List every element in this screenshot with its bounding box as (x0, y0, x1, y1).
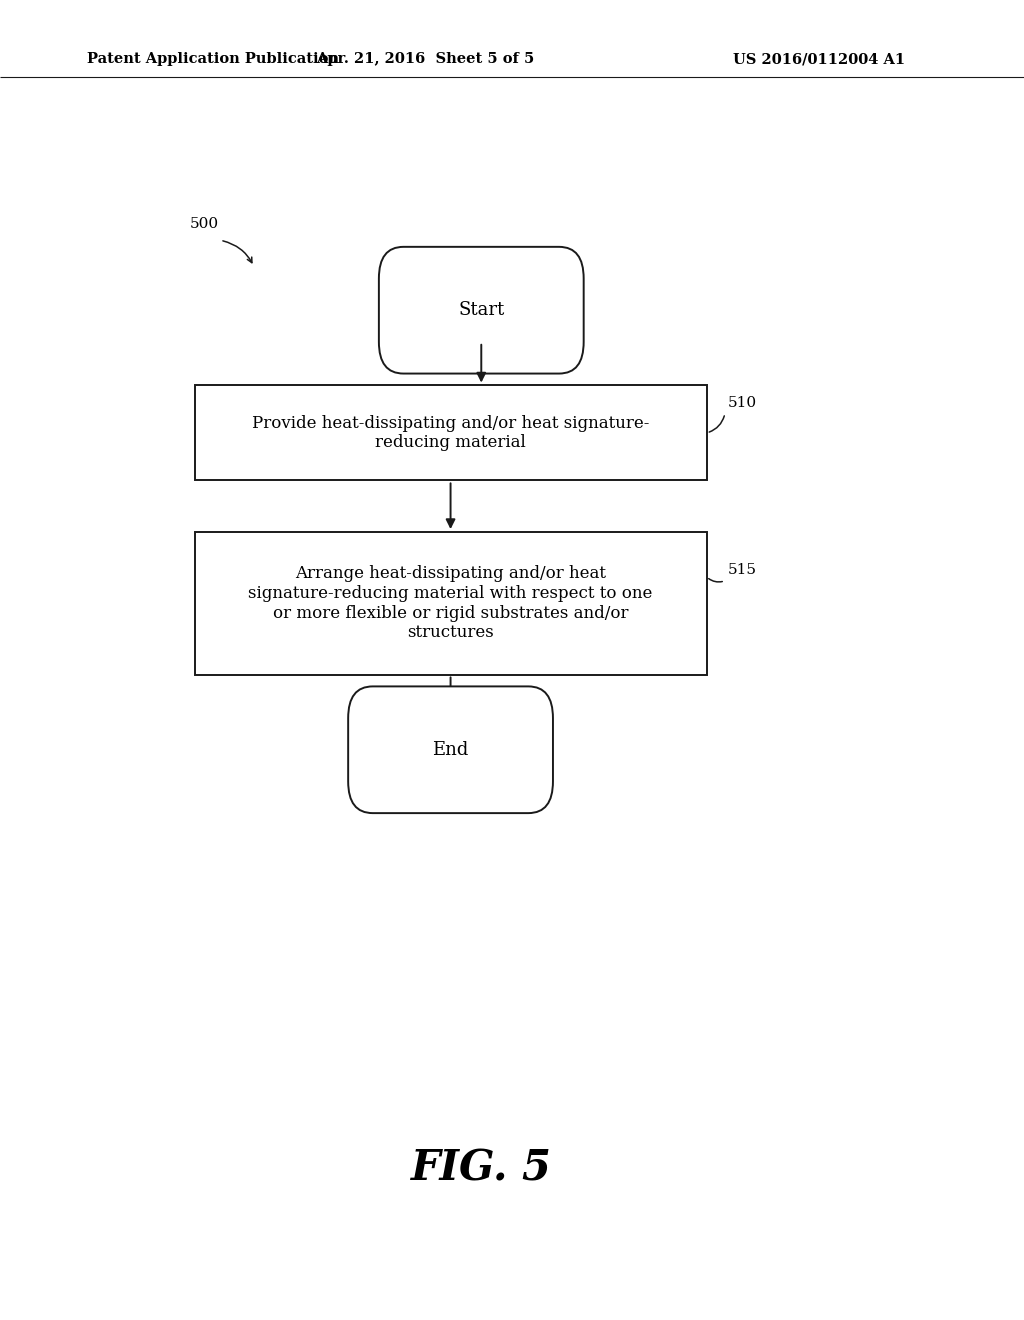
Text: FIG. 5: FIG. 5 (411, 1147, 552, 1189)
FancyBboxPatch shape (348, 686, 553, 813)
Text: Provide heat-dissipating and/or heat signature-
reducing material: Provide heat-dissipating and/or heat sig… (252, 414, 649, 451)
Text: 515: 515 (728, 564, 757, 577)
Text: Start: Start (458, 301, 505, 319)
Text: US 2016/0112004 A1: US 2016/0112004 A1 (733, 53, 905, 66)
Bar (195, 532, 707, 675)
FancyArrowPatch shape (710, 416, 724, 432)
FancyArrowPatch shape (709, 578, 722, 582)
FancyArrowPatch shape (223, 240, 252, 263)
Text: Apr. 21, 2016  Sheet 5 of 5: Apr. 21, 2016 Sheet 5 of 5 (315, 53, 535, 66)
Text: 500: 500 (189, 218, 218, 231)
Text: End: End (432, 741, 469, 759)
FancyBboxPatch shape (379, 247, 584, 374)
Text: Patent Application Publication: Patent Application Publication (87, 53, 339, 66)
Text: 510: 510 (728, 396, 757, 409)
Bar (195, 385, 707, 480)
Text: Arrange heat-dissipating and/or heat
signature-reducing material with respect to: Arrange heat-dissipating and/or heat sig… (249, 565, 652, 642)
